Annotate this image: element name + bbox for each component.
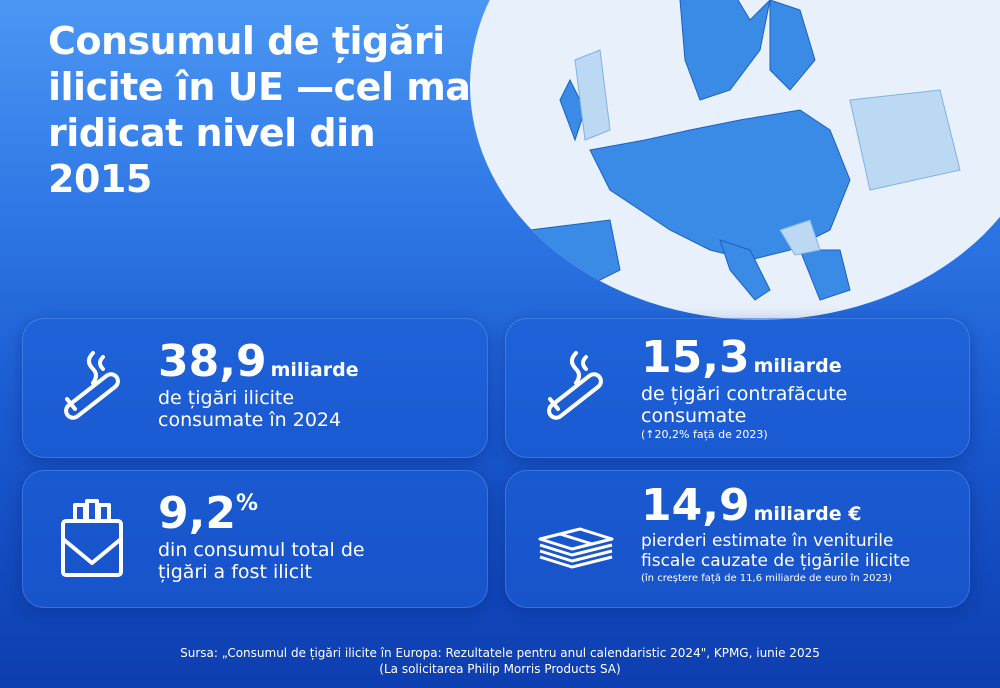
iberia — [529, 219, 621, 291]
stat-description: din consumul total de — [158, 539, 365, 561]
stat-description: de țigări contrafăcute — [641, 383, 848, 405]
page-title: Consumul de țigări ilicite în UE —cel ma… — [48, 19, 483, 201]
europe-map — [470, 0, 1000, 320]
stat-description: fiscale cauzate de țigările ilicite — [641, 551, 911, 571]
source-line: Sursa: „Consumul de țigări ilicite în Eu… — [180, 646, 820, 660]
ukraine — [849, 89, 961, 191]
stat-description: pierderi estimate în veniturile — [641, 531, 894, 551]
source-line: (La solicitarea Philip Morris Products S… — [379, 662, 621, 676]
stat-unit: % — [235, 491, 258, 516]
stat-unit: miliarde — [270, 359, 359, 381]
stat-description: de țigări ilicite — [158, 387, 295, 409]
uk — [574, 49, 611, 141]
stat-card-illicit-cigarettes: 38,9 miliarde de țigări ilicite consumate… — [22, 318, 488, 458]
money-stack-icon — [538, 527, 614, 569]
cigarette-smoke-icon — [547, 351, 603, 420]
stat-value: 9,2 — [158, 488, 236, 539]
cigarette-smoke-icon — [64, 351, 120, 420]
stat-description: consumate în 2024 — [158, 409, 342, 431]
stat-card-tax-losses: 14,9 miliarde € pierderi estimate în veni… — [505, 470, 970, 608]
source-citation: Sursa: „Consumul de țigări ilicite în Eu… — [0, 645, 1000, 677]
greece — [799, 249, 851, 301]
stat-description: consumate — [641, 405, 747, 427]
stat-note: (în creștere față de 11,6 miliarde de eu… — [641, 573, 893, 584]
stat-value: 38,9 — [158, 336, 267, 387]
scandinavia — [679, 0, 771, 101]
stat-unit: miliarde — [753, 355, 842, 377]
cigarette-pack-icon — [61, 499, 123, 577]
stat-value: 15,3 — [641, 332, 750, 383]
central-europe — [589, 109, 851, 261]
stat-unit: miliarde € — [753, 503, 862, 525]
stat-card-counterfeit-cigarettes: 15,3 miliarde de țigări contrafăcute cons… — [505, 318, 970, 458]
stat-card-illicit-share: 9,2% din consumul total de țigări a fost… — [22, 470, 488, 608]
italy — [719, 239, 771, 301]
balkans — [779, 219, 821, 256]
finland — [769, 0, 816, 91]
stat-value: 14,9 — [641, 480, 750, 531]
stat-description: țigări a fost ilicit — [158, 561, 312, 583]
stat-note: (↑20,2% față de 2023) — [641, 428, 768, 441]
